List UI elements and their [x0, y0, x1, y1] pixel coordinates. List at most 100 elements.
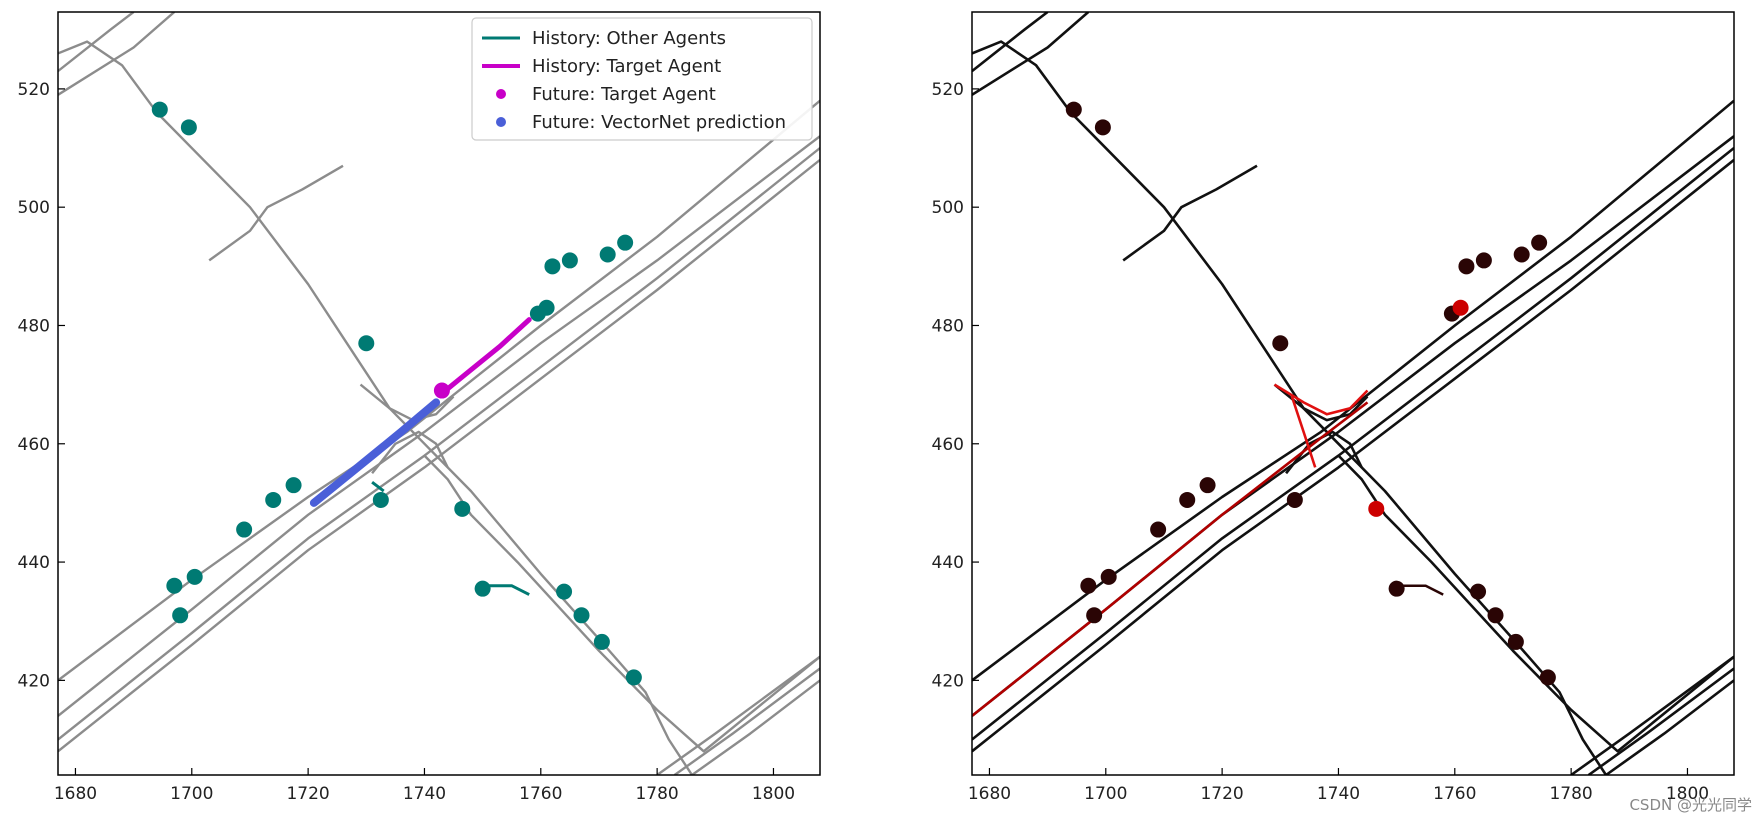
other-agent-point-18	[556, 583, 573, 600]
y-tick-label-1: 440	[932, 553, 964, 573]
legend-swatch-3	[496, 117, 506, 127]
road-lane-12	[673, 667, 820, 775]
highlight-point-0	[1452, 299, 1469, 316]
road-lane-7	[208, 164, 344, 262]
road-lane-11	[656, 655, 820, 775]
road-lane-13	[691, 679, 820, 775]
other-agent-point-13	[166, 577, 183, 594]
legend-box	[471, 17, 813, 141]
plot-frame	[971, 11, 1735, 776]
x-tick-label-6: 1800	[752, 784, 795, 804]
road-lane-1	[58, 147, 820, 741]
other-agent-point-11	[236, 521, 253, 538]
agent-point-5	[1475, 252, 1492, 269]
road-lane-8	[1273, 383, 1369, 422]
road-lane-2	[972, 135, 1734, 717]
other-agent-point-10	[265, 491, 282, 508]
agent-point-0	[1065, 101, 1082, 118]
plot-frame	[57, 11, 821, 776]
road-lane-7	[1122, 164, 1258, 262]
other-agent-point-20	[593, 633, 610, 650]
agent-point-19	[1539, 669, 1556, 686]
legend-swatch-2	[496, 89, 506, 99]
y-tick-label-5: 520	[18, 80, 50, 100]
road-lane-6	[972, 40, 1608, 775]
x-tick-label-4: 1760	[519, 784, 562, 804]
agent-point-14	[1286, 491, 1303, 508]
road-lane-0	[58, 158, 820, 753]
agent-point-4	[1458, 258, 1475, 275]
road-lane-9	[371, 430, 449, 475]
prediction-line	[309, 398, 441, 507]
road-lane-0	[972, 158, 1734, 753]
road-lane-5	[58, 12, 176, 96]
other-agent-point-7	[599, 246, 616, 263]
other-agent-point-0	[151, 101, 168, 118]
x-tick-label-5: 1780	[1549, 784, 1592, 804]
x-tick-label-5: 1780	[635, 784, 678, 804]
x-tick-label-4: 1760	[1433, 784, 1476, 804]
legend-label-1: History: Target Agent	[532, 56, 721, 77]
other-agent-track-0	[482, 584, 530, 596]
other-agent-point-14	[172, 607, 189, 624]
y-tick-label-3: 480	[932, 316, 964, 336]
other-agent-point-15	[372, 491, 389, 508]
x-tick-label-1: 1700	[170, 784, 213, 804]
other-agent-point-9	[285, 477, 302, 494]
highlighted-lane-1	[1273, 383, 1369, 416]
agent-point-18	[1507, 633, 1524, 650]
left-chart-panel: 1680 1700 1720 1740 1760 1780 1800 420 440 460 480…	[18, 11, 821, 804]
agent-point-10	[1150, 521, 1167, 538]
x-tick-label-0: 1680	[968, 784, 1011, 804]
x-tick-label-2: 1720	[1200, 784, 1243, 804]
x-tick-label-3: 1740	[1317, 784, 1360, 804]
road-lane-4	[58, 12, 135, 73]
plot-area	[58, 12, 820, 775]
road-lane-12	[1587, 667, 1734, 775]
road-lane-10	[1337, 454, 1734, 753]
agent-track	[1396, 584, 1444, 596]
road-lane-2	[58, 135, 820, 717]
agent-point-16	[1470, 583, 1487, 600]
highlighted-lane-0	[972, 401, 1369, 717]
right-chart-panel: 1680 1700 1720 1740 1760 1780 1800 420 440 460 480…	[932, 11, 1735, 804]
y-tick-label-4: 500	[932, 198, 964, 218]
y-tick-label-0: 420	[18, 671, 50, 691]
agent-point-8	[1199, 477, 1216, 494]
agent-point-1	[1094, 119, 1111, 136]
agent-point-7	[1531, 234, 1548, 251]
road-lane-11	[1570, 655, 1734, 775]
y-tick-label-2: 460	[18, 435, 50, 455]
agent-point-11	[1100, 568, 1117, 585]
other-agent-point-19	[573, 607, 590, 624]
legend-label-0: History: Other Agents	[532, 28, 726, 49]
other-agent-point-8	[617, 234, 634, 251]
target-history-line	[439, 317, 532, 396]
y-tick-label-4: 500	[18, 198, 50, 218]
y-tick-label-0: 420	[932, 671, 964, 691]
other-agent-point-21	[625, 669, 642, 686]
other-agent-point-6	[561, 252, 578, 269]
road-lane-4	[972, 12, 1049, 73]
other-agent-point-4	[529, 305, 546, 322]
agent-point-6	[1513, 246, 1530, 263]
y-tick-label-2: 460	[932, 435, 964, 455]
x-tick-label-6: 1800	[1666, 784, 1709, 804]
other-agent-point-12	[186, 568, 203, 585]
agent-point-12	[1080, 577, 1097, 594]
x-tick-label-2: 1720	[286, 784, 329, 804]
other-agent-point-2	[358, 335, 375, 352]
x-tick-label-3: 1740	[403, 784, 446, 804]
other-agent-point-1	[180, 119, 197, 136]
road-lane-10	[423, 454, 820, 753]
agent-point-9	[1179, 491, 1196, 508]
y-tick-label-3: 480	[18, 316, 50, 336]
x-tick-label-1: 1700	[1084, 784, 1127, 804]
highlighted-lane-2	[1290, 396, 1317, 468]
other-agent-track-1	[371, 481, 385, 493]
watermark-text: CSDN @光光同学	[1629, 796, 1752, 814]
legend-label-3: Future: VectorNet prediction	[532, 112, 786, 133]
target-future-point-0	[433, 382, 450, 399]
agent-point-2	[1272, 335, 1289, 352]
